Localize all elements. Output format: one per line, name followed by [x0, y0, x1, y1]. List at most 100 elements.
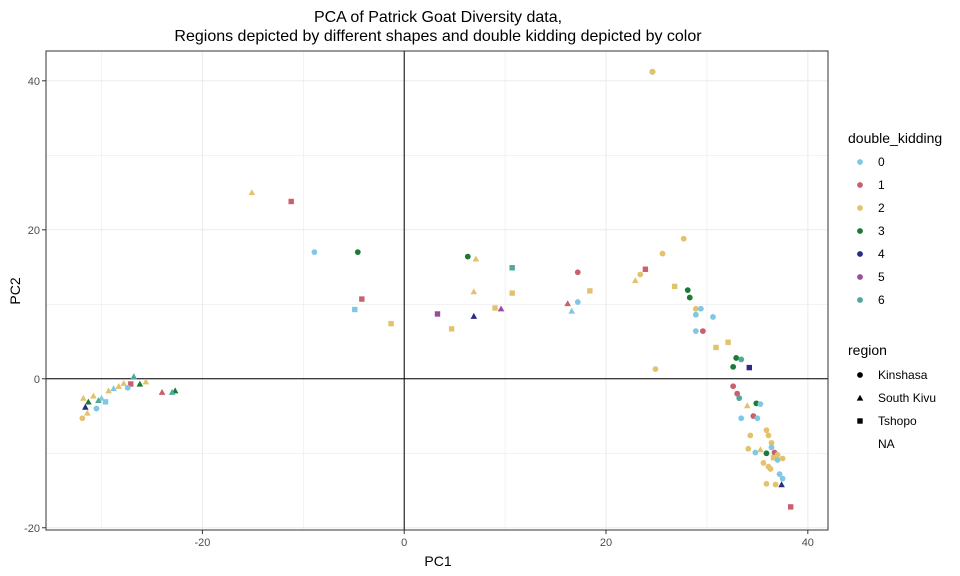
data-point — [102, 399, 109, 405]
color-legend-label: 5 — [878, 270, 885, 284]
shape-legend-label: NA — [878, 437, 895, 451]
data-point — [757, 446, 764, 453]
data-point — [587, 288, 593, 294]
data-point — [564, 300, 571, 307]
data-point — [757, 401, 764, 408]
color-legend-key — [857, 251, 863, 257]
data-point — [464, 253, 471, 260]
shape-legend-label: Kinshasa — [878, 368, 928, 382]
data-point — [124, 384, 131, 391]
data-point — [754, 415, 761, 422]
shape-legend-label: Tshopo — [878, 414, 917, 428]
shape-legend-key — [857, 372, 863, 378]
data-point — [734, 390, 741, 397]
y-tick-label: -20 — [24, 523, 40, 535]
data-point — [733, 355, 740, 361]
data-point — [649, 68, 656, 75]
data-point — [697, 305, 704, 312]
color-legend-label: 3 — [878, 224, 885, 238]
y-tick-label: 0 — [34, 374, 40, 386]
data-point — [725, 339, 731, 345]
data-point — [686, 294, 693, 301]
data-point — [692, 305, 699, 312]
color-legend-key — [857, 205, 863, 211]
data-point — [763, 450, 770, 457]
data-point — [768, 439, 775, 446]
data-point — [776, 471, 783, 478]
data-point — [738, 415, 745, 422]
chart-title-line-1: PCA of Patrick Goat Diversity data, — [314, 9, 562, 26]
data-point — [85, 398, 92, 405]
data-point — [80, 394, 87, 401]
data-point — [772, 481, 779, 488]
data-point — [671, 283, 678, 290]
data-point — [142, 378, 150, 385]
color-legend-title: double_kidding — [848, 130, 942, 146]
color-legend-label: 0 — [878, 155, 885, 169]
data-point — [509, 265, 515, 271]
data-point — [692, 328, 699, 334]
data-point — [105, 387, 112, 394]
data-point — [743, 402, 751, 409]
data-point — [82, 403, 89, 410]
data-point — [768, 444, 775, 451]
data-point — [120, 379, 127, 386]
data-point — [136, 380, 144, 387]
color-legend: double_kidding 0 1 2 3 4 5 6 — [848, 130, 942, 307]
data-point — [470, 288, 478, 295]
y-axis-ticks: -20 0 20 40 — [24, 76, 46, 535]
data-point — [710, 314, 716, 320]
data-point — [752, 449, 759, 456]
data-point — [311, 249, 318, 256]
shape-legend-key — [856, 394, 864, 401]
data-point — [168, 388, 176, 395]
data-point — [158, 388, 166, 395]
data-point — [115, 382, 122, 389]
data-point — [763, 480, 770, 487]
shape-legend: region Kinshasa South Kivu Tshopo NA — [848, 342, 936, 451]
data-point — [434, 311, 441, 317]
data-point — [448, 326, 455, 332]
color-legend-key — [857, 159, 863, 165]
data-point — [746, 364, 752, 371]
data-point — [738, 356, 745, 363]
color-legend-label: 1 — [878, 178, 885, 192]
data-point — [730, 363, 737, 370]
chart-title-line-2: Regions depicted by different shapes and… — [174, 28, 702, 45]
data-point — [747, 432, 754, 439]
x-tick-label: 0 — [401, 537, 407, 549]
data-point — [128, 381, 134, 387]
data-point — [745, 445, 752, 452]
color-legend-key — [857, 274, 863, 280]
data-point — [84, 409, 91, 416]
data-point — [93, 405, 100, 412]
data-point — [684, 287, 691, 294]
data-point — [388, 320, 394, 327]
data-point — [509, 290, 515, 296]
data-point — [730, 383, 737, 390]
data-point — [90, 392, 97, 399]
x-tick-label: 20 — [600, 537, 612, 549]
color-legend-label: 4 — [878, 247, 885, 261]
data-point — [763, 427, 770, 434]
data-point — [770, 455, 777, 461]
data-point — [95, 397, 102, 404]
data-point — [779, 455, 786, 462]
data-point — [248, 189, 256, 196]
x-axis-label: PC1 — [424, 553, 451, 569]
x-tick-label: -20 — [194, 537, 210, 549]
data-point — [765, 432, 772, 439]
y-axis-label: PC2 — [7, 277, 23, 304]
data-point — [680, 235, 687, 242]
data-point — [637, 271, 644, 278]
reference-lines — [46, 51, 828, 530]
data-point — [779, 475, 786, 482]
plot-panel-border — [45, 50, 829, 531]
shape-legend-key — [857, 418, 863, 424]
color-legend-key — [857, 228, 863, 234]
color-legend-key — [857, 297, 863, 303]
y-tick-label: 20 — [28, 225, 40, 237]
data-point — [492, 305, 498, 311]
